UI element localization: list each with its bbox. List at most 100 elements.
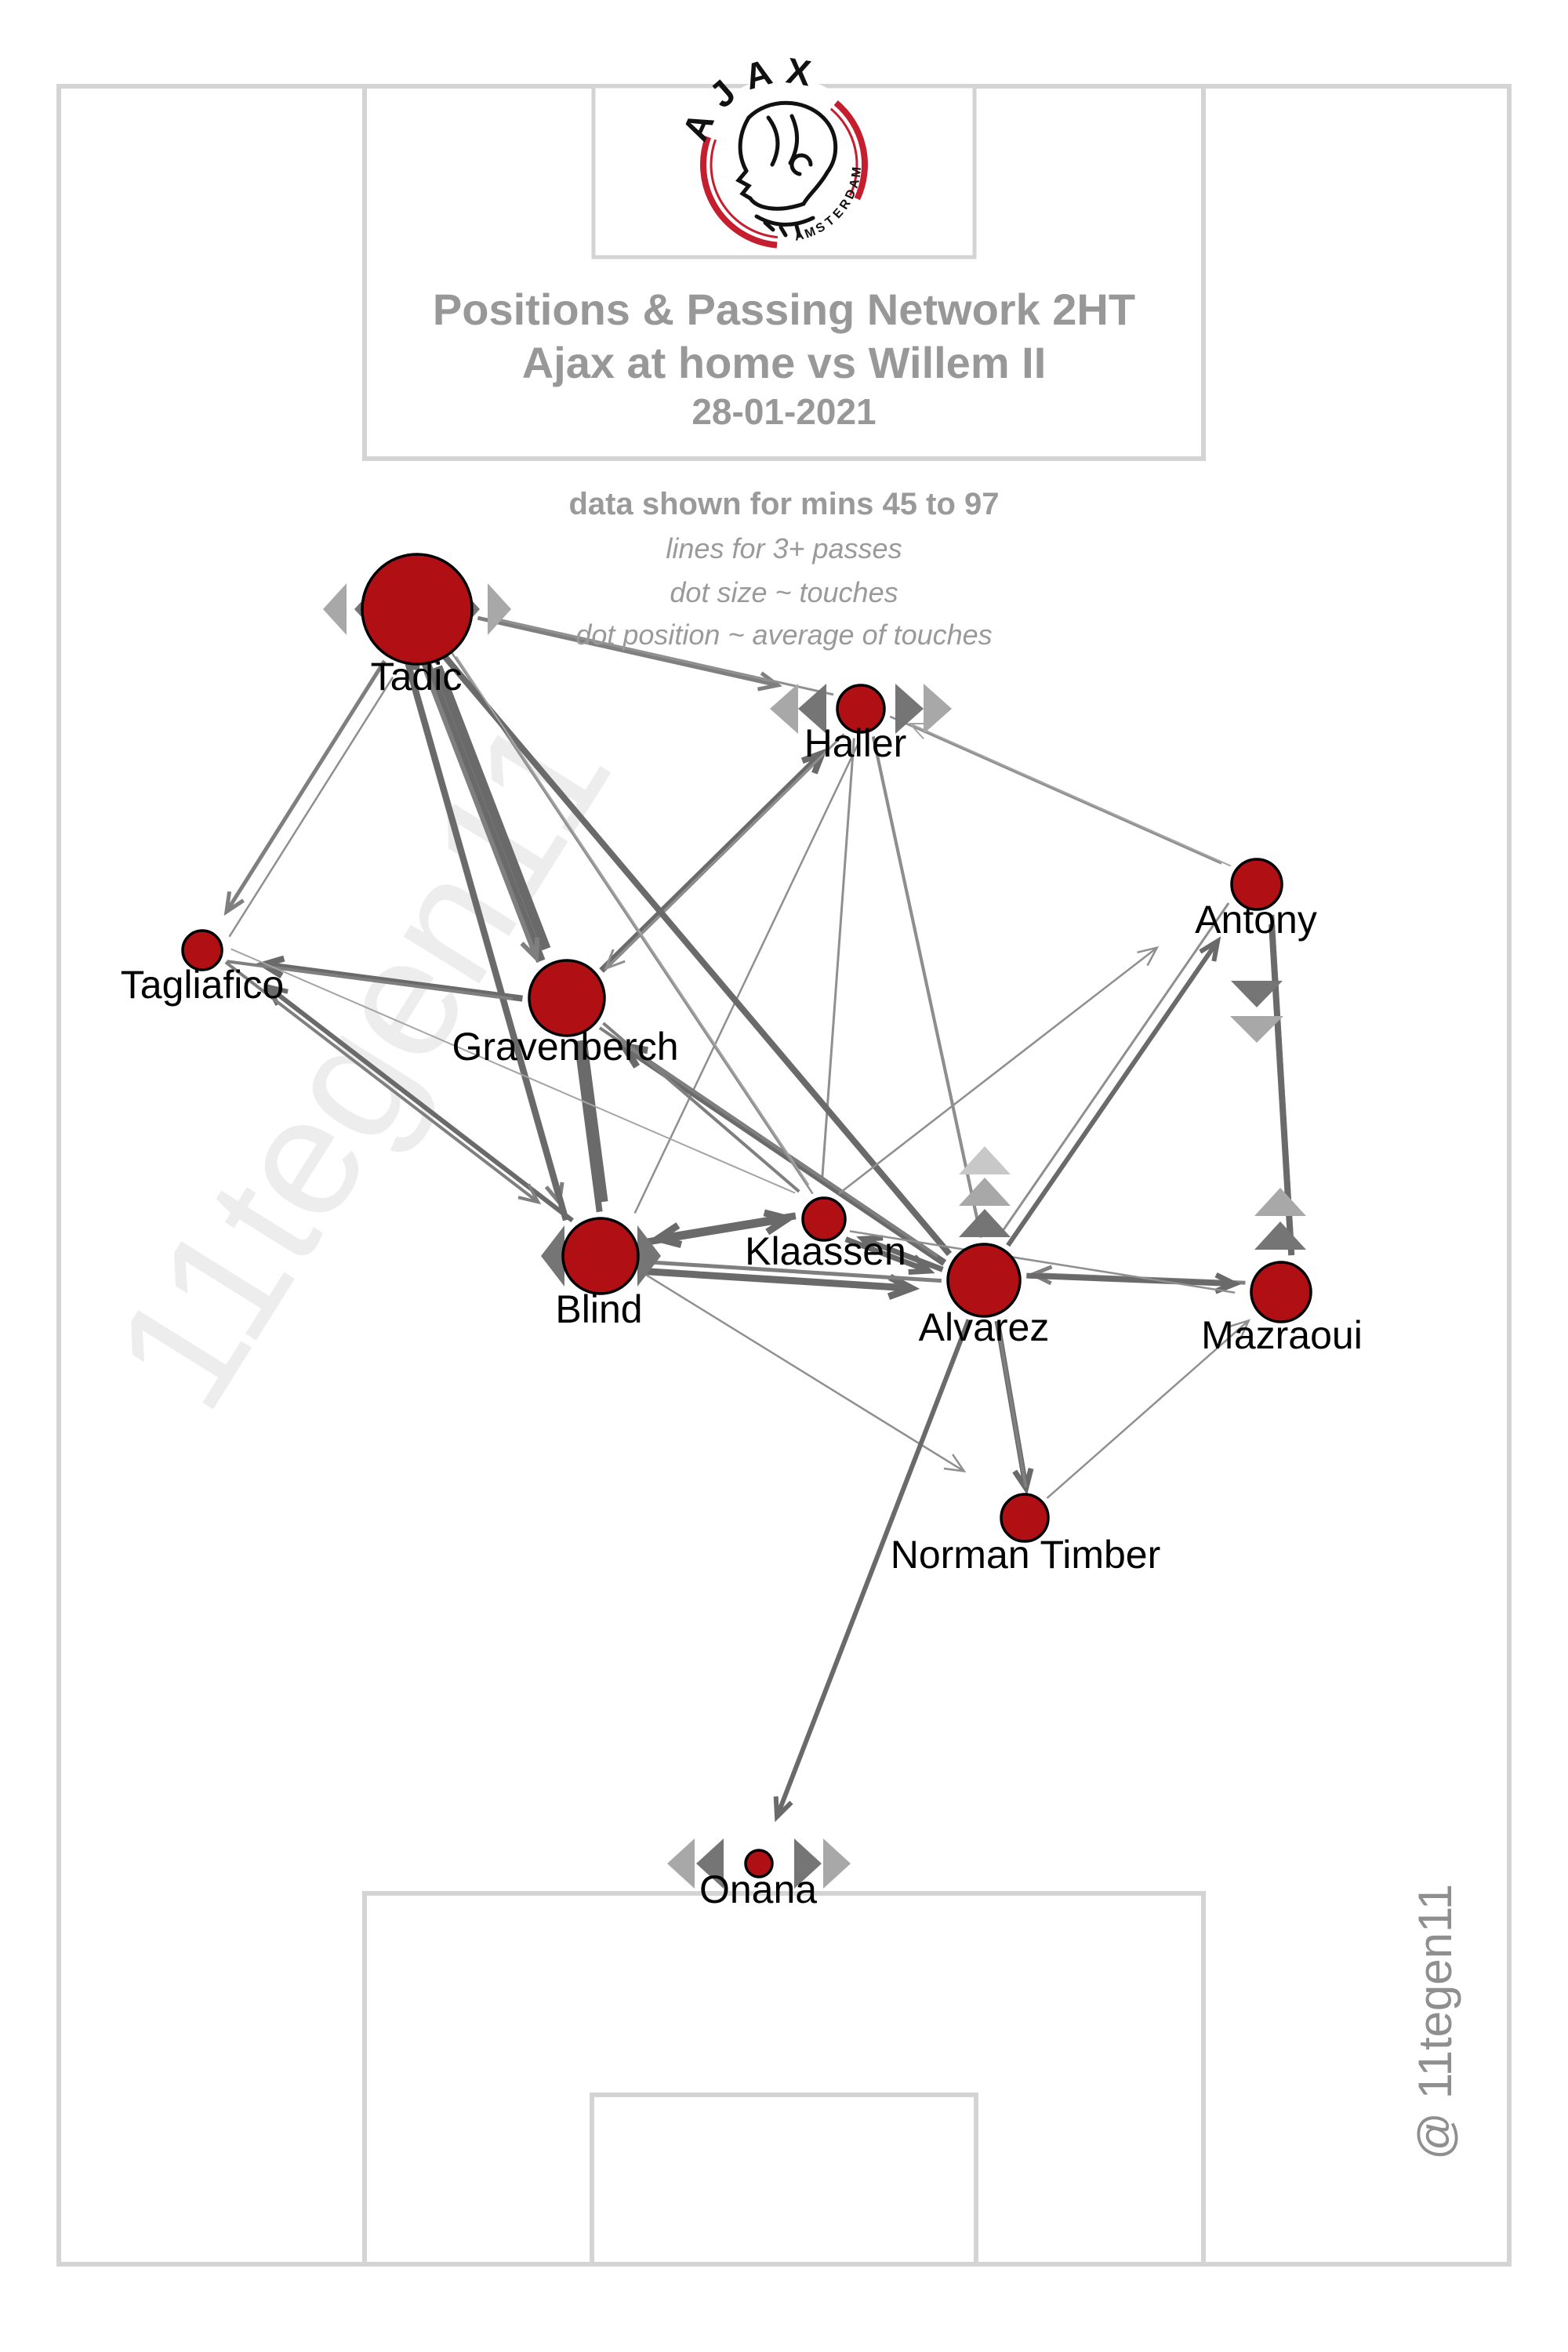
pass-line-klaassen-blind <box>657 1212 797 1243</box>
direction-triangle <box>541 1225 564 1287</box>
logo-head-stroke <box>766 115 780 167</box>
logo-letter-small: M <box>803 225 818 241</box>
pass-line-haller-tadic <box>487 615 834 696</box>
pass-arrowhead-alvarez-klaassen <box>856 1235 884 1256</box>
pass-line-tadic-klaassen <box>456 655 810 1186</box>
logo-red-arc <box>710 139 779 239</box>
pass-arrowhead-blind-timber <box>943 1454 967 1473</box>
logo-head-stroke <box>748 196 806 211</box>
player-node-antony <box>1230 858 1283 911</box>
pass-line-alvarez-onana <box>775 1319 971 1818</box>
pass-line-alvarez-tadic <box>426 636 953 1257</box>
pass-arrowhead-timber-mazraoui <box>1229 1319 1251 1340</box>
player-label-tagliafico: Tagliafico <box>121 963 284 1007</box>
player-node-timber <box>1000 1493 1050 1543</box>
pass-line-haller-antony <box>889 715 1222 865</box>
player-label-tadic: Tadic <box>371 655 463 699</box>
logo-head-stroke <box>794 223 801 237</box>
pass-arrowhead-klaassen-antony <box>1137 946 1160 967</box>
direction-triangle <box>823 1838 851 1889</box>
pass-arrowhead-alvarez-mazraoui <box>1214 1272 1241 1294</box>
logo-red-arc <box>829 107 858 196</box>
pass-line-antony-haller <box>909 723 1232 867</box>
pitch-bottom-penalty-box <box>362 1891 1206 2267</box>
pass-line-gravenberch-alvarez <box>598 1026 938 1258</box>
player-node-onana <box>744 1849 774 1878</box>
pass-arrowhead-antony-haller <box>908 722 931 740</box>
direction-triangle <box>488 583 511 635</box>
logo-head-stroke <box>821 115 838 175</box>
direction-triangle <box>1231 981 1283 1007</box>
pass-arrowhead-klaassen-blind <box>649 1222 683 1248</box>
player-label-gravenberch: Gravenberch <box>452 1025 678 1069</box>
player-node-gravenberch <box>528 959 606 1037</box>
direction-triangle <box>323 583 347 635</box>
pass-line-tagliafico-tadic <box>228 677 394 938</box>
player-node-tagliafico <box>181 929 223 971</box>
pass-arrowhead-gravenberch-haller <box>800 747 828 775</box>
pass-line-tagliafico-klaassen <box>230 948 796 1194</box>
direction-triangle <box>637 1225 661 1287</box>
pass-line-alvarez-antony <box>1006 939 1220 1247</box>
pass-line-gravenberch-haller <box>599 751 825 973</box>
pass-line-timber-alvarez <box>997 1330 1028 1488</box>
player-node-haller <box>836 684 886 734</box>
pass-arrowhead-tadic-haller <box>757 671 782 691</box>
logo-head-stroke <box>738 115 751 173</box>
player-node-mazraoui <box>1250 1261 1312 1323</box>
player-label-timber: Norman Timber <box>891 1533 1161 1577</box>
pass-arrowhead-tadic-tagliafico <box>223 891 245 916</box>
direction-triangle <box>1254 1221 1306 1250</box>
pass-arrowhead-alvarez-antony <box>1199 936 1221 962</box>
direction-triangle <box>696 1838 724 1889</box>
pass-arrowhead-blind-alvarez <box>887 1273 920 1301</box>
logo-head-stroke <box>754 214 815 227</box>
pass-line-klaassen-alvarez <box>844 1236 930 1274</box>
logo-head-stroke <box>746 100 826 120</box>
pass-line-haller-klaassen <box>820 738 855 1182</box>
pass-line-blind-gravenberch <box>575 1050 603 1213</box>
pass-line-alvarez-klaassen <box>861 1236 944 1272</box>
direction-triangle <box>794 1838 822 1889</box>
direction-triangle <box>924 684 952 734</box>
pass-line-alvarez-gravenberch <box>622 1043 947 1266</box>
pass-line-alvarez-haller <box>873 745 982 1238</box>
pass-line-tadic-gravenberch <box>423 670 539 959</box>
logo-red-arc <box>833 100 868 201</box>
pass-arrowhead-haller-gravenberch <box>604 949 626 971</box>
pass-line-tadic-haller <box>477 615 779 688</box>
pass-line-haller-blind <box>633 740 861 1214</box>
pass-arrowhead-alvarez-timber <box>1012 1468 1034 1495</box>
player-node-alvarez <box>946 1243 1022 1318</box>
logo-head-stroke <box>779 225 788 238</box>
logo-head-stroke <box>763 220 775 232</box>
direction-triangle <box>895 684 924 734</box>
pass-line-klaassen-mazraoui <box>849 1230 1236 1294</box>
pass-line-blind-tadic <box>398 638 569 1221</box>
logo-head-stroke <box>735 169 753 201</box>
player-label-onana: Onana <box>699 1867 817 1911</box>
pass-line-haller-gravenberch <box>604 733 845 970</box>
logo-head-stroke <box>801 170 829 206</box>
pass-line-tagliafico-blind <box>224 960 539 1203</box>
direction-triangle <box>798 684 826 734</box>
pass-line-alvarez-blind <box>653 1260 942 1283</box>
logo-red-arc <box>700 136 778 249</box>
player-label-mazraoui: Mazraoui <box>1201 1313 1363 1357</box>
direction-triangle <box>959 1178 1011 1206</box>
pass-line-antony-alvarez <box>1002 902 1230 1232</box>
player-node-blind <box>561 1217 640 1295</box>
direction-triangle <box>667 1838 695 1889</box>
pass-line-blind-timber <box>641 1271 965 1472</box>
logo-head-stroke <box>789 153 813 176</box>
pass-arrowhead-tagliafico-blind <box>517 1183 542 1205</box>
player-label-antony: Antony <box>1195 898 1317 942</box>
direction-triangle <box>1230 1016 1283 1043</box>
direction-triangle <box>959 1146 1011 1174</box>
pass-line-blind-alvarez <box>643 1268 912 1292</box>
pass-arrowhead-alvarez-onana <box>773 1796 793 1823</box>
pitch-goal-area-box <box>590 2092 978 2267</box>
